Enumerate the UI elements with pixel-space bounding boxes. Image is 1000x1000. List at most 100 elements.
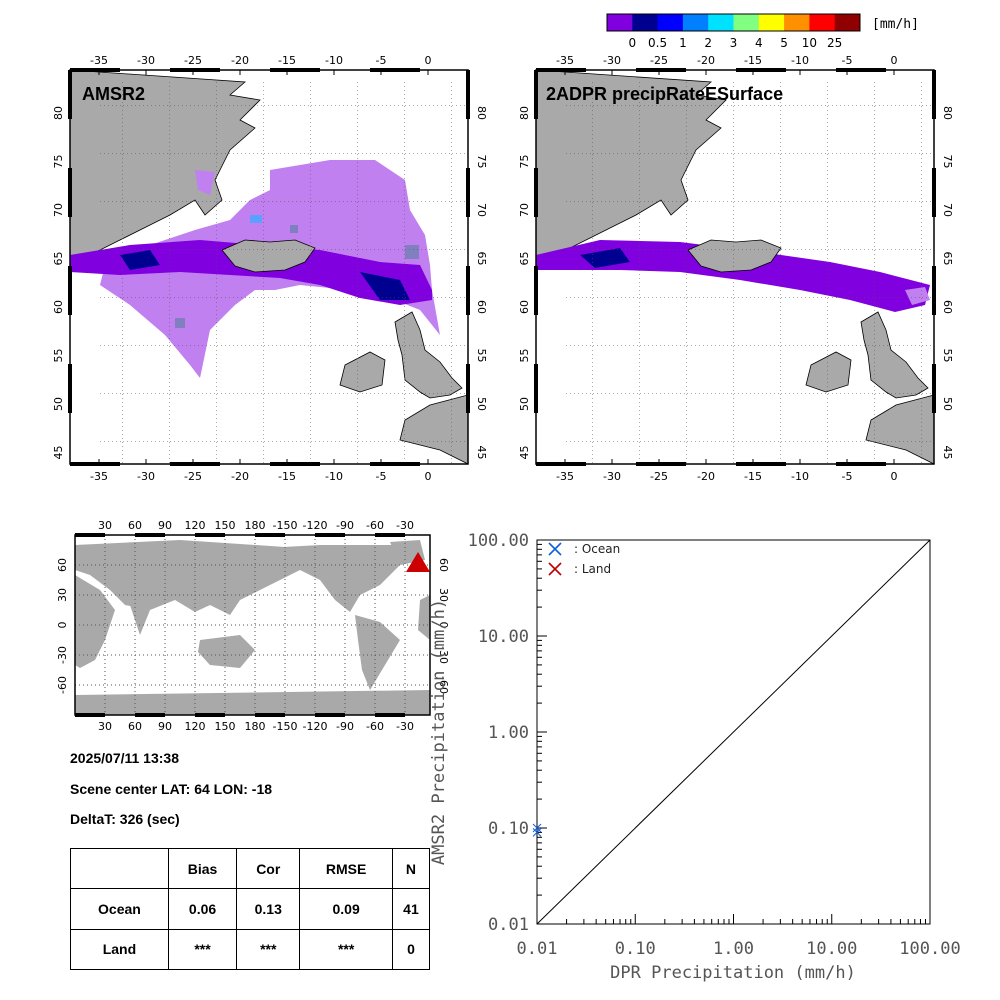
colorbar-label: 2 <box>704 36 712 50</box>
lat-tick-label: 55 <box>941 349 954 363</box>
lat-tick-label: 50 <box>518 397 531 411</box>
colorbar-swatch <box>682 14 709 31</box>
globe-map: 30 30 60 60 90 90 120 120 150 150 180 180 -150 -150 -1… <box>56 519 450 733</box>
lat-tick-label: 65 <box>518 252 531 266</box>
land-south-america <box>355 615 400 690</box>
lon-tick-label: 90 <box>158 519 172 532</box>
lon-tick-label: -10 <box>325 470 343 483</box>
lat-tick-label: 55 <box>475 349 488 363</box>
lon-tick-label: -10 <box>791 470 809 483</box>
lat-tick-label: 60 <box>941 300 954 314</box>
lon-tick-label: 0 <box>425 470 432 483</box>
n-value: 0 <box>391 928 431 971</box>
lat-tick-label: 60 <box>437 558 450 572</box>
lat-tick-label: 75 <box>52 155 65 169</box>
y-tick-label: 1.00 <box>488 723 529 743</box>
x-tick-label: 1.00 <box>713 939 754 959</box>
lat-tick-label: 70 <box>52 203 65 217</box>
lat-tick-label: 50 <box>475 397 488 411</box>
lon-tick-label: 0 <box>891 470 898 483</box>
colorbar-label: 5 <box>780 36 788 50</box>
lon-tick-label: 0 <box>425 54 432 67</box>
lon-tick-label: -15 <box>744 54 762 67</box>
rmse-value: 0.09 <box>299 888 393 930</box>
bias-value: 0.06 <box>167 888 238 930</box>
legend-label: : Ocean <box>574 542 620 556</box>
lon-tick-label: -150 <box>273 720 298 733</box>
lat-tick-label: 30 <box>56 588 69 602</box>
legend-label: : Land <box>574 562 611 576</box>
lat-tick-label: 45 <box>475 446 488 460</box>
lon-tick-label: -5 <box>376 54 387 67</box>
lon-tick-label: -25 <box>184 470 202 483</box>
lat-tick-label: 75 <box>941 155 954 169</box>
y-tick-label: 100.00 <box>468 531 529 551</box>
colorbar-unit: [mm/h] <box>872 17 919 32</box>
colorbar-label: 0.5 <box>648 36 667 50</box>
lon-tick-label: -5 <box>376 470 387 483</box>
lat-tick-label: 75 <box>518 155 531 169</box>
x-tick-label: 0.10 <box>615 939 656 959</box>
lon-tick-label: 0 <box>891 54 898 67</box>
lat-tick-label: 60 <box>475 300 488 314</box>
lon-tick-label: -10 <box>791 54 809 67</box>
lon-tick-label: -30 <box>603 470 621 483</box>
lon-tick-label: -35 <box>90 470 108 483</box>
lat-tick-label: 55 <box>52 349 65 363</box>
lon-tick-label: -30 <box>396 519 414 532</box>
lat-tick-label: 50 <box>52 397 65 411</box>
lon-tick-label: 30 <box>98 720 112 733</box>
lon-tick-label: -60 <box>366 720 384 733</box>
row-label: Ocean <box>70 888 169 930</box>
lat-tick-label: 45 <box>52 446 65 460</box>
row-label: Land <box>70 928 169 971</box>
colorbar-swatch <box>733 14 760 31</box>
lon-tick-label: -35 <box>556 54 574 67</box>
colorbar-label: 4 <box>755 36 763 50</box>
map-dpr: 2ADPR precipRateESurface -35 -35 -30 -30 -25… <box>518 54 954 483</box>
y-axis-label: AMSR2 Precipitation (mm/h) <box>429 599 449 865</box>
stats-row-land: Land *** *** *** 0 <box>70 928 431 971</box>
lon-tick-label: 60 <box>128 519 142 532</box>
cor-value: 0.13 <box>236 888 301 930</box>
colorbar-swatch <box>809 14 836 31</box>
x-tick-label: 100.00 <box>899 939 960 959</box>
lat-tick-label: 65 <box>941 252 954 266</box>
scene-datetime: 2025/07/11 13:38 <box>70 750 179 766</box>
map-title: 2ADPR precipRateESurface <box>546 84 783 104</box>
scene-location-marker <box>406 552 430 572</box>
lat-tick-label: 60 <box>52 300 65 314</box>
colorbar-swatch <box>708 14 734 31</box>
lon-tick-label: -120 <box>303 720 328 733</box>
colorbar-label: 0 <box>628 36 636 50</box>
lon-tick-label: -120 <box>303 519 328 532</box>
lon-tick-label: -60 <box>366 519 384 532</box>
lon-tick-label: -5 <box>842 470 853 483</box>
lon-tick-label: -5 <box>842 54 853 67</box>
lon-tick-label: -90 <box>336 519 354 532</box>
lat-tick-label: 75 <box>475 155 488 169</box>
lon-tick-label: 60 <box>128 720 142 733</box>
lon-tick-label: -150 <box>273 519 298 532</box>
cor-value: *** <box>236 928 301 971</box>
lat-tick-label: 80 <box>518 106 531 120</box>
legend-marker <box>548 542 562 556</box>
lat-tick-label: -30 <box>56 646 69 664</box>
colorbar-swatch <box>784 14 810 31</box>
lon-tick-label: -20 <box>231 54 249 67</box>
land-africa <box>75 575 115 668</box>
lon-tick-label: -20 <box>231 470 249 483</box>
lat-tick-label: 55 <box>518 349 531 363</box>
lat-tick-label: 70 <box>518 203 531 217</box>
stats-header-blank <box>70 847 169 890</box>
y-tick-label: 10.00 <box>478 627 529 647</box>
map-title: AMSR2 <box>82 84 145 104</box>
scatter-plot: 0.01 0.01 0.10 0.10 1.00 1.00 10.00 10.00 100.00… <box>429 531 961 983</box>
stats-header-n: N <box>391 847 431 890</box>
lon-tick-label: -10 <box>325 54 343 67</box>
land-australia <box>198 635 255 668</box>
lon-tick-label: -15 <box>744 470 762 483</box>
land-north-america <box>265 545 400 612</box>
stats-table: Bias Cor RMSE N Ocean 0.06 0.13 0.09 41 … <box>70 847 431 971</box>
colorbar-label: 1 <box>679 36 687 50</box>
